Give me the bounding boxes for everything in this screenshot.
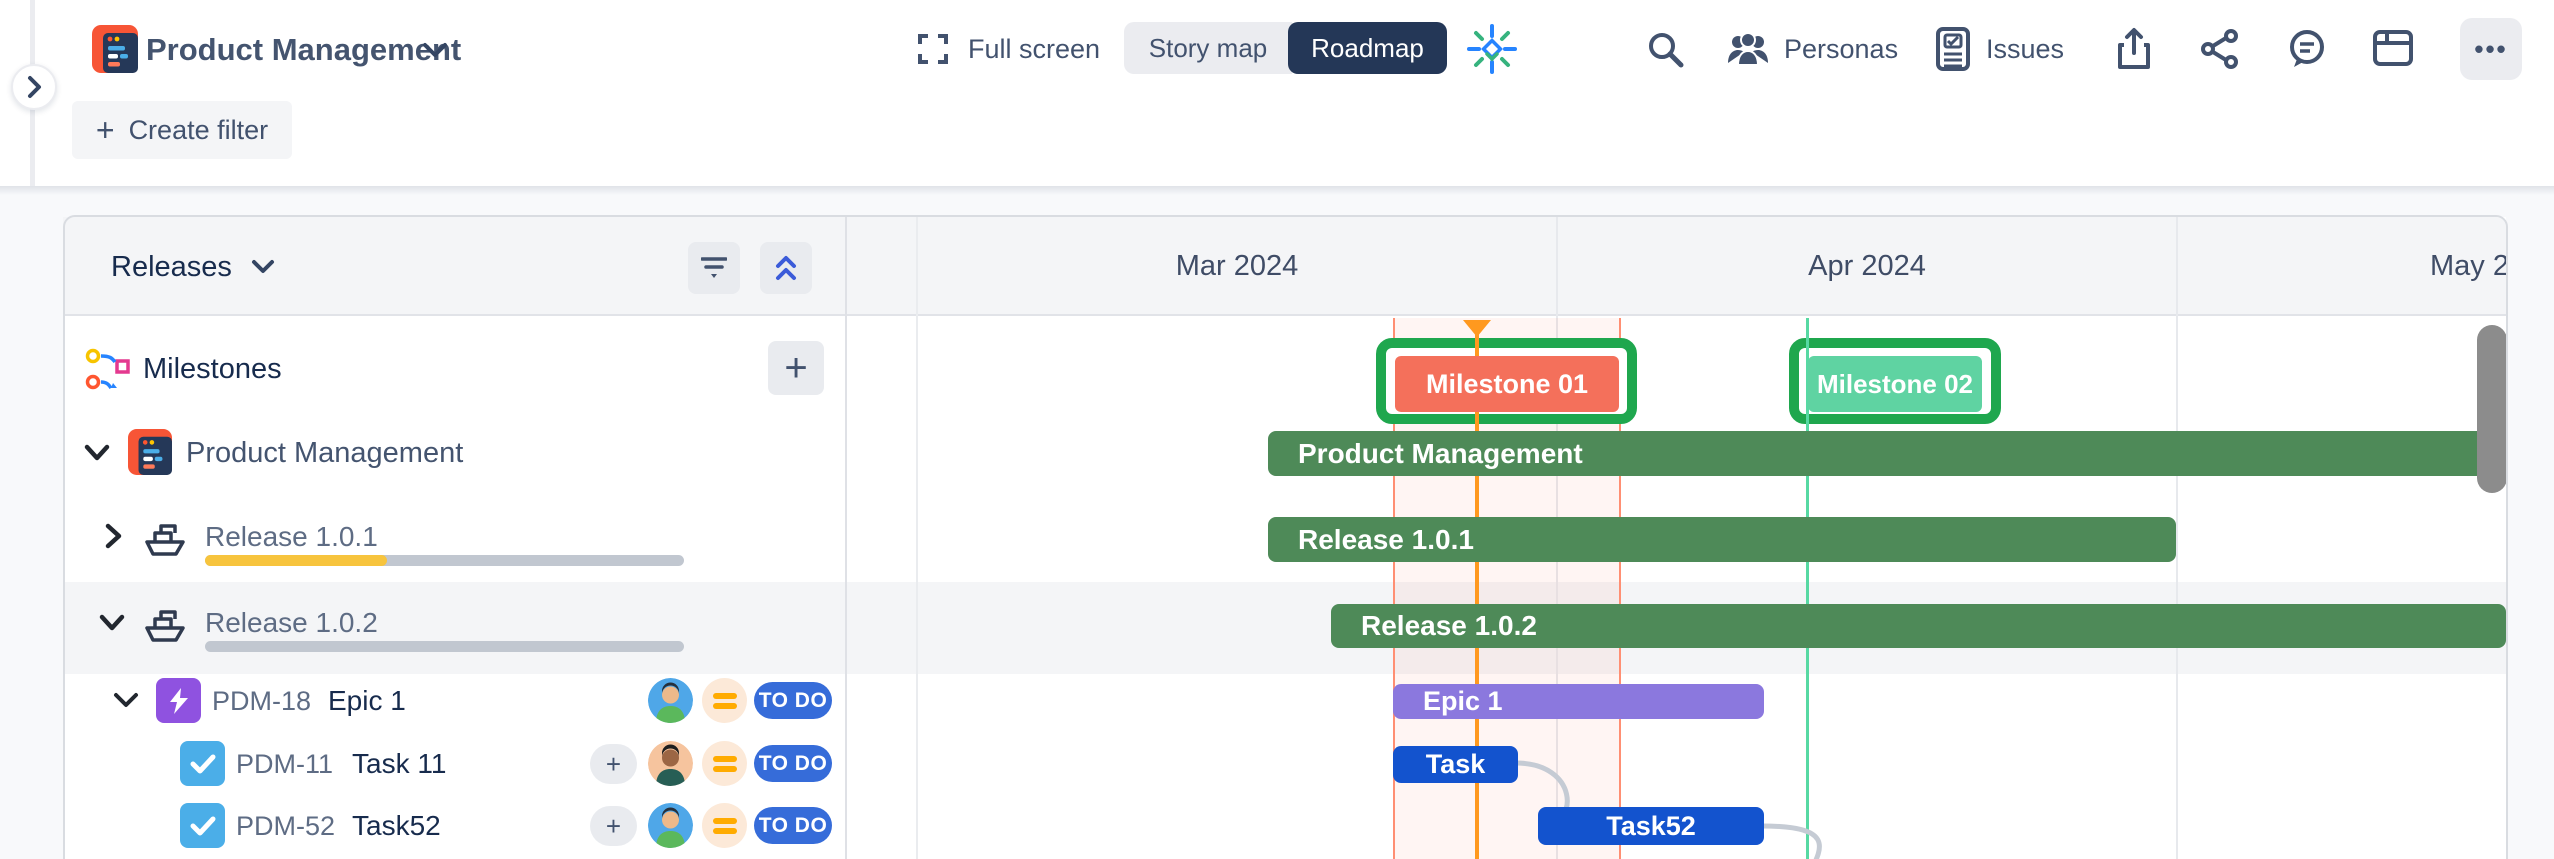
task-type-icon xyxy=(180,803,225,848)
group-by-label: Releases xyxy=(111,250,232,283)
collapse-project-chevron[interactable] xyxy=(82,442,112,464)
feedback-icon[interactable] xyxy=(2286,28,2328,70)
release-ship-icon xyxy=(145,610,185,642)
priority-medium-icon[interactable] xyxy=(702,678,747,723)
search-icon[interactable] xyxy=(1646,30,1686,70)
share-icon[interactable] xyxy=(2200,29,2240,69)
toolbar-shadow xyxy=(0,186,2554,195)
issue-summary[interactable]: Task 11 xyxy=(352,748,447,779)
double-chevron-up-icon xyxy=(776,256,796,280)
gantt-bar-release-101[interactable]: Release 1.0.1 xyxy=(1268,517,2176,562)
task-type-icon xyxy=(180,741,225,786)
chevron-down-icon xyxy=(251,260,274,273)
status-badge[interactable]: TO DO xyxy=(754,807,832,844)
chevron-right-icon xyxy=(28,76,41,98)
full-screen-label: Full screen xyxy=(968,33,1101,64)
issue-summary[interactable]: Task52 xyxy=(352,810,441,841)
release-102-progress-track xyxy=(205,641,684,652)
collapse-release-chevron[interactable] xyxy=(97,612,127,634)
fullscreen-icon xyxy=(918,34,948,64)
assignee-avatar[interactable] xyxy=(648,678,693,723)
tab-roadmap[interactable]: Roadmap xyxy=(1288,22,1447,74)
milestone-marker-icon[interactable] xyxy=(1463,320,1491,337)
milestones-label: Milestones xyxy=(143,353,282,385)
assignee-avatar[interactable] xyxy=(648,803,693,848)
add-milestone-button[interactable]: + xyxy=(768,341,824,395)
issue-list-panel: Releases xyxy=(63,217,845,859)
release-101-link[interactable]: Release 1.0.1 xyxy=(205,521,378,552)
more-actions-button[interactable]: ••• xyxy=(2460,18,2522,80)
issue-key[interactable]: PDM-18 xyxy=(212,686,312,716)
issue-summary[interactable]: Epic 1 xyxy=(328,685,406,716)
personas-button[interactable]: Personas xyxy=(1726,28,1898,70)
month-label-apr: Apr 2024 xyxy=(1808,249,1926,282)
release-ship-icon xyxy=(145,524,185,556)
epic-type-icon xyxy=(156,678,201,723)
filter-icon xyxy=(701,257,727,278)
month-label-may: May 2024 xyxy=(2430,249,2506,282)
grid-line xyxy=(916,217,918,859)
milestone-01-banner[interactable]: Milestone 01 xyxy=(1395,356,1619,412)
expand-sidebar-button[interactable] xyxy=(11,64,57,110)
sparkle-ai-icon[interactable] xyxy=(1466,23,1518,75)
gantt-bar-epic[interactable]: Epic 1 xyxy=(1393,684,1764,719)
gantt-bar-release-102[interactable]: Release 1.0.2 xyxy=(1331,604,2506,648)
release-101-progress-fill xyxy=(205,555,388,566)
issue-key[interactable]: PDM-11 xyxy=(236,749,334,779)
filter-rows-button[interactable] xyxy=(688,242,740,294)
month-grid-line xyxy=(2176,217,2178,859)
range-start-line xyxy=(1393,318,1395,859)
priority-medium-icon[interactable] xyxy=(702,803,747,848)
page-title: Product Management xyxy=(146,32,462,67)
milestone-02-line xyxy=(1806,318,1809,859)
release-102-link[interactable]: Release 1.0.2 xyxy=(205,607,378,638)
title-chevron-down-icon[interactable] xyxy=(420,40,450,60)
month-label-mar: Mar 2024 xyxy=(1175,249,1299,282)
vertical-scrollbar[interactable] xyxy=(2477,325,2507,493)
expand-release-chevron[interactable] xyxy=(103,521,125,551)
collapse-epic-chevron[interactable] xyxy=(112,691,140,711)
group-by-selector[interactable]: Releases xyxy=(111,245,276,289)
export-icon[interactable] xyxy=(2116,27,2152,71)
plus-icon: + xyxy=(95,111,115,148)
gantt-bar-project[interactable]: Product Management xyxy=(1268,431,2506,476)
app-logo-icon xyxy=(92,25,138,73)
project-row-label[interactable]: Product Management xyxy=(186,437,464,469)
collapse-all-button[interactable] xyxy=(760,242,812,294)
add-subtask-button[interactable]: + xyxy=(590,806,637,846)
priority-medium-icon[interactable] xyxy=(702,741,747,786)
gantt-bar-task52[interactable]: Task52 xyxy=(1538,807,1764,845)
range-end-line xyxy=(1619,318,1621,859)
milestone-02-banner[interactable]: Milestone 02 xyxy=(1808,356,1982,412)
milestone-01-line xyxy=(1475,320,1479,859)
project-icon xyxy=(128,429,172,480)
add-subtask-button[interactable]: + xyxy=(590,744,637,784)
milestones-icon xyxy=(84,346,132,399)
personas-label: Personas xyxy=(1784,33,1899,64)
release-row-highlight-left xyxy=(63,582,845,674)
gantt-bar-task[interactable]: Task xyxy=(1393,746,1518,783)
issue-key[interactable]: PDM-52 xyxy=(236,811,336,841)
panel-layout-icon[interactable] xyxy=(2372,29,2414,67)
create-filter-label: Create filter xyxy=(128,114,269,145)
assignee-avatar[interactable] xyxy=(648,741,693,786)
issues-button[interactable]: Issues xyxy=(1934,26,2064,72)
issues-icon xyxy=(1936,27,1970,71)
release-101-progress-track xyxy=(205,555,684,566)
personas-icon xyxy=(1728,32,1768,66)
tab-story-map[interactable]: Story map xyxy=(1124,22,1292,74)
create-filter-button[interactable]: + Create filter xyxy=(72,101,292,159)
panel-resize-divider[interactable] xyxy=(845,217,847,859)
status-badge[interactable]: TO DO xyxy=(754,682,832,719)
issues-label: Issues xyxy=(1986,33,2065,64)
full-screen-button[interactable]: Full screen xyxy=(918,28,1100,70)
status-badge[interactable]: TO DO xyxy=(754,745,832,782)
